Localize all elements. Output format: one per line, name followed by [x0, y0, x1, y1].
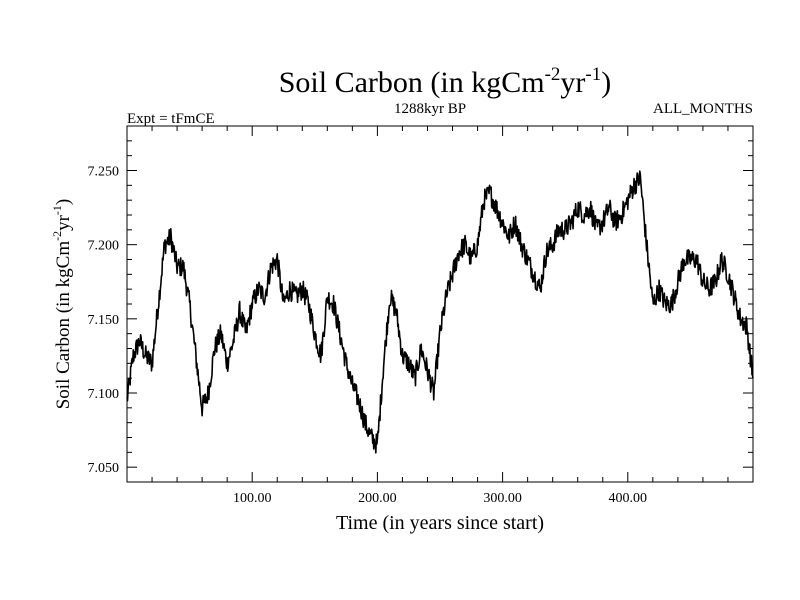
x-tick-label-3: 400.00 — [609, 491, 648, 506]
y-axis-label-exp1: -2 — [50, 231, 64, 241]
y-axis-label-mid: yr — [53, 214, 74, 231]
y-axis-ticks: 7.050 7.100 7.150 7.200 7.250 — [88, 125, 753, 483]
y-tick-label-2: 7.150 — [88, 313, 120, 328]
series-line-0 — [126, 170, 754, 454]
chart-title-end: ) — [601, 66, 611, 99]
y-axis-label-main: Soil Carbon (in kgCm — [53, 241, 74, 410]
y-axis-label: Soil Carbon (in kgCm-2yr-1) — [50, 199, 74, 410]
months-label: ALL_MONTHS — [653, 101, 753, 117]
y-tick-label-4: 7.250 — [88, 165, 120, 180]
y-tick-label-0: 7.050 — [88, 461, 120, 476]
chart-title: Soil Carbon (in kgCm-2yr-1) — [279, 64, 612, 99]
y-axis-label-end: ) — [53, 199, 74, 205]
x-axis-label: Time (in years since start) — [336, 512, 544, 534]
chart-title-exp1: -2 — [545, 64, 561, 85]
x-axis-ticks: 100.00 200.00 300.00 400.00 — [151, 126, 729, 506]
chart-title-main: Soil Carbon (in kgCm — [279, 66, 545, 99]
y-axis-label-exp2: -1 — [50, 205, 64, 215]
y-tick-label-1: 7.100 — [88, 387, 120, 402]
chart-title-mid: yr — [560, 66, 585, 99]
series-group — [126, 170, 754, 454]
y-tick-label-3: 7.200 — [88, 239, 120, 254]
experiment-label: Expt = tFmCE — [127, 111, 215, 127]
chart-title-exp2: -1 — [585, 64, 601, 85]
x-tick-label-2: 300.00 — [483, 491, 522, 506]
x-tick-label-0: 100.00 — [233, 491, 272, 506]
x-tick-label-1: 200.00 — [358, 491, 397, 506]
plot-frame — [126, 125, 754, 483]
time-period-label: 1288kyr BP — [394, 101, 466, 117]
